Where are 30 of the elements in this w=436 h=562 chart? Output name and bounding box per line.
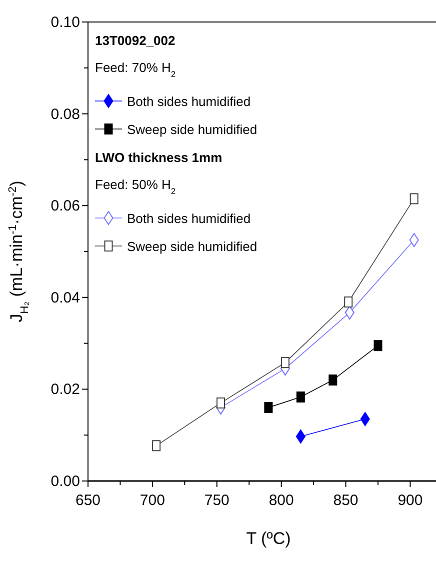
annotation: Feed: 70% H$_{2}$ [95,60,176,79]
point [374,340,382,352]
legend-label: Sweep side humidified [127,239,258,254]
point [328,374,338,386]
y-tick-label: 0.00 [50,473,80,490]
point [264,402,273,414]
point [152,440,161,452]
point [296,392,305,403]
y-tick-label: 0.02 [50,381,80,398]
x-tick-label: 700 [140,492,165,509]
x-tick-label: 750 [204,492,230,509]
y-tick-label: 0.06 [50,198,80,215]
point [410,193,418,204]
annotation: LWO thickness 1mm [95,150,222,165]
x-axis-title: T (ºC) [246,529,291,548]
point [344,296,353,308]
y-tick-label: 0.04 [50,289,80,306]
annotation: 13T0092_002 [95,33,176,48]
y-tick-label: 0.10 [50,14,80,31]
legend-label: Both sides humidified [127,211,251,226]
point [216,397,226,408]
x-tick-label: 900 [398,492,423,509]
legend-label: Both sides humidified [127,94,251,109]
x-tick-label: 800 [268,492,294,509]
point [280,357,290,368]
x-tick-label: 850 [333,492,358,509]
x-tick-label: 650 [75,492,101,509]
legend-label: Sweep side humidified [127,122,258,137]
y-tick-label: 0.08 [50,106,80,123]
annotation: Feed: 50% H$_{2}$ [95,177,176,196]
